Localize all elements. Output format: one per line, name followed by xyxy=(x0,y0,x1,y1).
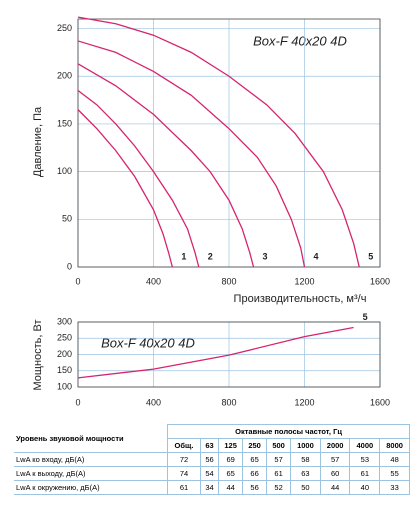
series-line xyxy=(77,40,306,268)
column-header: 8000 xyxy=(379,438,410,453)
y-axis-title: Давление, Па xyxy=(32,106,44,177)
table-row: LwA к окружению, дБ(А) 61 34 44 56 52 50 44 40 33 xyxy=(14,480,410,495)
cell: 50 xyxy=(290,480,321,495)
cell: 54 xyxy=(199,466,220,481)
series-label: 5 xyxy=(363,312,368,322)
x-tick-label: 1600 xyxy=(370,276,390,286)
series-label: 3 xyxy=(263,251,268,261)
series-label: 4 xyxy=(314,251,319,261)
x-tick-label: 800 xyxy=(221,276,236,286)
column-header: 250 xyxy=(242,438,268,453)
x-tick-label: 400 xyxy=(146,276,161,286)
table-row: LwA ко входу, дБ(А) 72 56 69 65 57 58 57 53 48 xyxy=(14,452,410,467)
series-label: 5 xyxy=(368,251,373,261)
cell: 65 xyxy=(218,466,244,481)
x-tick-label: 400 xyxy=(146,397,161,407)
row-label: LwA к окружению, дБ(А) xyxy=(14,480,169,495)
column-header: Общ. xyxy=(167,438,201,453)
cell: 33 xyxy=(379,480,410,495)
cell: 52 xyxy=(266,480,292,495)
y-tick-label: 150 xyxy=(57,365,72,375)
table-row: LwA к выходу, дБ(А) 74 54 65 66 61 63 60 61 55 xyxy=(14,466,410,481)
cell: 61 xyxy=(167,480,201,495)
annotation: Box-F 40x20 4D xyxy=(253,33,347,48)
plot-frame xyxy=(77,321,381,388)
y-axis-title: Мощность, Вт xyxy=(32,319,44,390)
column-header: 1000 xyxy=(290,438,321,453)
cell: 65 xyxy=(242,452,268,467)
cell: 58 xyxy=(290,452,321,467)
cell: 34 xyxy=(199,480,220,495)
cell: 74 xyxy=(167,466,201,481)
y-tick-label: 0 xyxy=(67,261,72,271)
cell: 40 xyxy=(349,480,381,495)
series-line xyxy=(77,109,174,268)
cell: 57 xyxy=(319,452,351,467)
cell: 48 xyxy=(379,452,410,467)
column-header: 500 xyxy=(266,438,292,453)
y-tick-label: 50 xyxy=(62,214,72,224)
x-tick-label: 800 xyxy=(221,397,236,407)
sound-table: Уровень звуковой мощности Октавные полос… xyxy=(14,424,410,495)
series-line xyxy=(77,63,255,268)
y-tick-label: 100 xyxy=(57,381,72,391)
cell: 72 xyxy=(167,452,201,467)
cell: 61 xyxy=(349,466,381,481)
column-row: Общ. 63 125 250 500 1000 2000 4000 8000 xyxy=(14,438,410,453)
cell: 57 xyxy=(266,452,292,467)
series-label: 1 xyxy=(181,251,186,261)
row-header: Уровень звуковой мощности xyxy=(14,424,169,453)
band-header: Октавные полосы частот, Гц xyxy=(167,424,410,439)
column-header: 63 xyxy=(199,438,220,453)
cell: 56 xyxy=(199,452,220,467)
series-line xyxy=(77,90,200,268)
series-line xyxy=(77,16,360,268)
y-tick-label: 250 xyxy=(57,333,72,343)
series-line xyxy=(77,326,354,379)
series-label: 2 xyxy=(208,251,213,261)
cell: 55 xyxy=(379,466,410,481)
cell: 44 xyxy=(218,480,244,495)
cell: 60 xyxy=(319,466,351,481)
cell: 69 xyxy=(218,452,244,467)
pressure-chart: Box-F 40x20 4D Производительность, м³/ч … xyxy=(32,16,390,305)
x-tick-label: 0 xyxy=(75,397,80,407)
x-tick-label: 1200 xyxy=(294,397,314,407)
column-header: 125 xyxy=(218,438,244,453)
annotation: Box-F 40x20 4D xyxy=(101,335,195,350)
x-axis-title: Производительность, м³/ч xyxy=(234,293,367,305)
y-tick-label: 200 xyxy=(57,71,72,81)
row-label: LwA к выходу, дБ(А) xyxy=(14,466,169,481)
y-tick-label: 250 xyxy=(57,23,72,33)
cell: 53 xyxy=(349,452,381,467)
y-tick-label: 200 xyxy=(57,349,72,359)
y-tick-label: 100 xyxy=(57,166,72,176)
column-header: 4000 xyxy=(349,438,381,453)
x-tick-label: 1600 xyxy=(370,397,390,407)
y-tick-label: 300 xyxy=(57,316,72,326)
x-tick-label: 1200 xyxy=(294,276,314,286)
cell: 61 xyxy=(266,466,292,481)
cell: 56 xyxy=(242,480,268,495)
cell: 63 xyxy=(290,466,321,481)
row-label: LwA ко входу, дБ(А) xyxy=(14,452,169,467)
power-chart: Box-F 40x20 4D Мощность, Вт 100 150 200 250… xyxy=(32,312,390,407)
y-tick-label: 150 xyxy=(57,118,72,128)
x-tick-label: 0 xyxy=(75,276,80,286)
cell: 66 xyxy=(242,466,268,481)
column-header: 2000 xyxy=(319,438,351,453)
cell: 44 xyxy=(319,480,351,495)
header-row: Уровень звуковой мощности Октавные полос… xyxy=(14,424,410,453)
plot-frame xyxy=(77,18,381,268)
